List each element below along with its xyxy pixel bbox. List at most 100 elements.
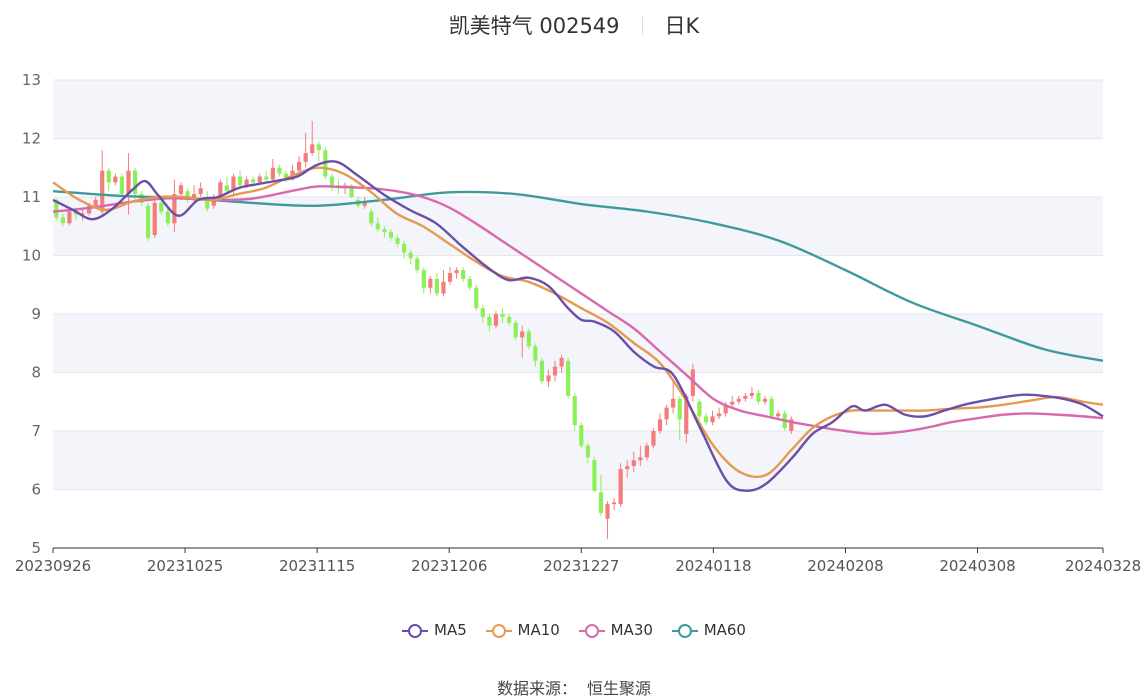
y-tick-label: 5: [31, 539, 41, 557]
candle-body: [579, 425, 584, 446]
chart-title: 凯美特气 002549 日K: [0, 10, 1148, 40]
candle-body: [421, 270, 426, 288]
candle-body: [559, 357, 564, 367]
candle-body: [119, 176, 125, 195]
candle-body: [638, 457, 643, 461]
candle-body: [644, 445, 650, 458]
legend-label-ma60: MA60: [703, 621, 746, 639]
ma-line-ma10: [52, 166, 1104, 479]
candle-body: [244, 179, 249, 186]
candle-body: [697, 401, 702, 417]
candle: [513, 319, 518, 341]
candle: [657, 413, 663, 434]
candle-body: [776, 413, 781, 417]
x-tick-label: 20231025: [147, 557, 223, 575]
candle: [205, 191, 210, 212]
candle-body: [93, 199, 98, 206]
candle: [415, 255, 420, 274]
candle: [500, 308, 505, 323]
candle-body: [106, 170, 111, 183]
period-label: 日K: [664, 14, 700, 38]
candle-body: [789, 419, 794, 431]
candle-body: [730, 401, 735, 405]
x-tick-label: 20240208: [807, 557, 883, 575]
candle: [172, 179, 177, 233]
candle-body: [349, 185, 354, 197]
candle: [434, 273, 440, 297]
stock-name-code: 凯美特气 002549: [448, 14, 620, 38]
candle-body: [625, 466, 630, 470]
candle: [198, 182, 203, 197]
y-tick-label: 13: [22, 71, 41, 89]
ma-line-ma60: [52, 189, 1104, 362]
candle-body: [585, 445, 590, 458]
x-tick-label: 20231227: [543, 557, 619, 575]
candle: [611, 498, 617, 510]
candle-body: [283, 173, 289, 180]
candle: [539, 357, 545, 385]
candle: [546, 369, 551, 388]
legend-item-ma10[interactable]: MA10: [485, 621, 560, 639]
candle: [106, 167, 111, 192]
x-tick-label: 20230926: [15, 557, 91, 575]
y-tick-label: 9: [31, 305, 41, 323]
candle-body: [762, 398, 768, 402]
x-axis: 20230926 20231025 20231115 20231206 20231227…: [15, 547, 1141, 575]
candle: [736, 395, 741, 405]
candle: [264, 170, 269, 183]
candle: [113, 173, 118, 186]
candle: [316, 141, 321, 162]
candle: [533, 343, 538, 367]
candle-body: [664, 407, 669, 420]
candle: [789, 416, 794, 434]
candle-body: [205, 197, 210, 209]
candle-body: [132, 170, 138, 195]
candle-body: [592, 460, 597, 491]
candle-body: [723, 404, 728, 414]
candle: [303, 132, 308, 168]
candle: [329, 173, 335, 192]
candle-body: [749, 392, 755, 396]
y-tick-label: 7: [31, 422, 41, 440]
candle: [598, 474, 604, 516]
candle-body: [539, 360, 545, 382]
candle-body: [60, 217, 65, 224]
candle-body: [605, 504, 610, 519]
candle-body: [316, 144, 321, 151]
candle: [762, 395, 768, 405]
candle-body: [533, 346, 538, 361]
candle-body: [434, 278, 440, 294]
candle: [382, 226, 387, 238]
candle: [100, 150, 105, 215]
title-separator: [641, 17, 643, 35]
candle: [730, 395, 735, 408]
candle-body: [506, 316, 512, 323]
candle-body: [251, 179, 256, 183]
candle: [638, 445, 643, 467]
candle: [520, 325, 525, 358]
candle-body: [152, 202, 157, 236]
candle-body: [716, 413, 722, 417]
candle-body: [408, 252, 413, 259]
candle: [401, 240, 407, 259]
x-tick-label: 20231115: [279, 557, 355, 575]
candle-body: [303, 153, 308, 162]
legend-item-ma30[interactable]: MA30: [578, 621, 653, 639]
candle-body: [526, 331, 531, 347]
y-tick-label: 6: [31, 481, 41, 499]
candle-body: [552, 366, 558, 376]
candle: [408, 249, 413, 265]
candle: [310, 120, 315, 157]
candle-body: [113, 176, 118, 183]
y-tick-label: 11: [22, 188, 41, 206]
candle-body: [185, 191, 190, 200]
candle-body: [428, 278, 433, 288]
legend-item-ma5[interactable]: MA5: [402, 621, 467, 639]
candle: [211, 194, 216, 209]
candle: [579, 422, 584, 449]
candle-body: [100, 170, 105, 212]
legend-item-ma60[interactable]: MA60: [671, 621, 746, 639]
legend-marker-ma10: [485, 624, 512, 638]
candle: [237, 170, 243, 189]
candle: [369, 208, 374, 227]
